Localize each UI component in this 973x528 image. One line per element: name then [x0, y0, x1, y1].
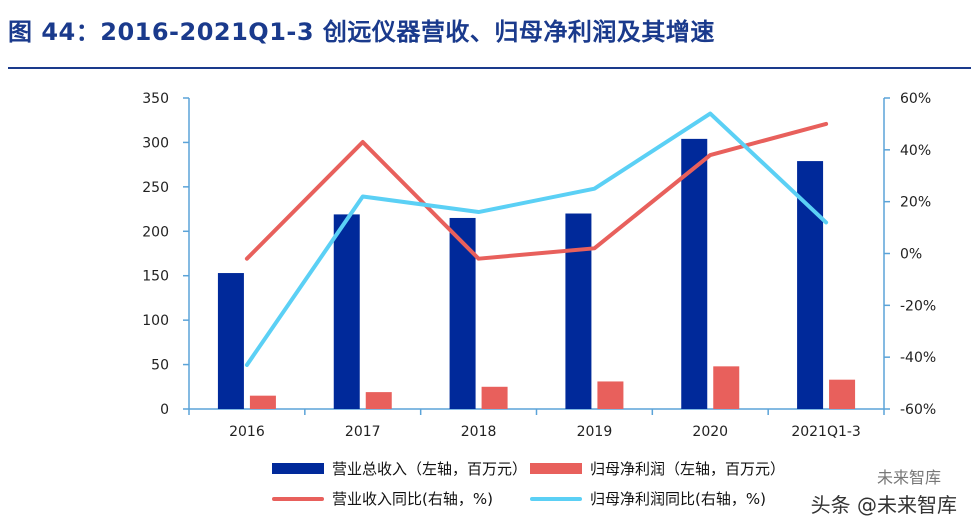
right-tick-label: 0%	[900, 247, 922, 263]
left-tick-label: 150	[142, 269, 169, 285]
legend-label-profit-growth: 归母净利润同比(右轴，%)	[590, 490, 766, 508]
left-tick-label: 100	[142, 313, 169, 329]
x-tick-label: 2017	[345, 424, 381, 440]
title-divider	[8, 67, 971, 69]
legend-swatch-revenue	[272, 463, 324, 474]
x-tick-label: 2021Q1-3	[791, 424, 861, 440]
revenue-bar	[565, 213, 592, 409]
left-tick-label: 300	[142, 135, 169, 151]
x-tick-label: 2018	[461, 424, 497, 440]
profit-bar	[597, 381, 624, 409]
x-tick-label: 2019	[577, 424, 613, 440]
watermark-main: 头条 @未来智库	[806, 489, 961, 518]
profit-growth-line	[244, 111, 829, 367]
legend-item-profit: 归母净利润（左轴，百万元）	[530, 458, 785, 479]
x-tick-label: 2020	[692, 424, 728, 440]
axes-group	[183, 97, 890, 415]
x-tick-label: 2016	[229, 424, 265, 440]
revenue-growth-line	[244, 121, 829, 261]
lines-group	[244, 111, 829, 367]
revenue-bar	[333, 214, 360, 409]
legend-item-revenue: 营业总收入（左轴，百万元）	[272, 458, 527, 479]
left-tick-label: 50	[151, 358, 169, 374]
revenue-bar	[681, 138, 708, 410]
page-title: 图 44：2016-2021Q1-3 创远仪器营收、归母净利润及其增速	[8, 18, 715, 46]
left-tick-label: 0	[160, 402, 169, 418]
profit-bar	[829, 379, 856, 409]
left-tick-label: 250	[142, 180, 169, 196]
revenue-bar	[797, 161, 824, 409]
revenue-bar	[217, 273, 244, 409]
right-tick-label: -60%	[900, 402, 936, 418]
profit-bar	[481, 386, 508, 409]
right-tick-label: -20%	[900, 298, 936, 314]
legend-swatch-profit	[530, 463, 582, 474]
tick-labels-group: 0 50 100 150 200 250 300 350 -60% -40% -20% 0% 20% 40…	[142, 91, 936, 440]
right-tick-label: 20%	[900, 195, 931, 211]
right-tick-label: 60%	[900, 91, 931, 107]
left-tick-label: 350	[142, 91, 169, 107]
legend-swatch-profit-growth	[530, 496, 582, 501]
legend-label-profit: 归母净利润（左轴，百万元）	[590, 460, 786, 478]
legend-label-revenue-growth: 营业收入同比(右轴，%)	[332, 490, 493, 508]
right-tick-label: 40%	[900, 143, 931, 159]
bars-group	[217, 138, 856, 410]
legend-item-profit-growth: 归母净利润同比(右轴，%)	[530, 488, 766, 509]
right-tick-label: -40%	[900, 350, 936, 366]
profit-bar	[249, 395, 276, 409]
legend-swatch-revenue-growth	[272, 496, 324, 501]
revenue-bar	[449, 217, 476, 409]
profit-bar	[365, 392, 392, 409]
profit-bar	[713, 366, 740, 409]
watermark-secondary: 未来智库	[872, 464, 945, 488]
legend-item-revenue-growth: 营业收入同比(右轴，%)	[272, 488, 493, 509]
left-tick-label: 200	[142, 224, 169, 240]
legend-label-revenue: 营业总收入（左轴，百万元）	[332, 460, 528, 478]
